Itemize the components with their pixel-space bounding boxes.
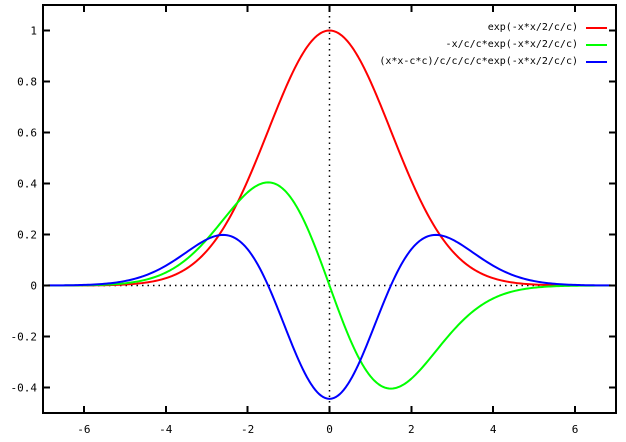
x-tick-label: 4 — [490, 423, 497, 436]
legend-row-first-derivative: -x/c/c*exp(-x*x/2/c/c) — [379, 36, 607, 53]
legend-label-gaussian: exp(-x*x/2/c/c) — [487, 22, 578, 33]
y-tick-label: -0.4 — [11, 382, 38, 395]
x-tick-label: -2 — [241, 423, 254, 436]
y-tick-label: 0.8 — [17, 76, 37, 89]
legend-line-sample-red — [586, 26, 607, 29]
series-line-1 — [42, 181, 617, 390]
series-line-0 — [42, 29, 617, 287]
y-tick-label: 0.6 — [17, 127, 37, 140]
legend-label-second-derivative: (x*x-c*c)/c/c/c/c*exp(-x*x/2/c/c) — [379, 56, 578, 67]
series-line-2 — [42, 233, 617, 400]
tick-labels: -6 -4 -2 0 2 4 6 -0.4 -0.2 0 0.2 0.4 0.6 0.8 1 — [11, 25, 579, 437]
x-tick-label: -6 — [77, 423, 90, 436]
y-tick-label: 0 — [30, 280, 37, 293]
x-tick-label: 2 — [408, 423, 415, 436]
y-tick-label: 0.2 — [17, 229, 37, 242]
x-tick-label: 0 — [326, 423, 333, 436]
legend-row-second-derivative: (x*x-c*c)/c/c/c/c*exp(-x*x/2/c/c) — [379, 53, 607, 70]
legend-label-first-derivative: -x/c/c*exp(-x*x/2/c/c) — [445, 39, 578, 50]
legend: exp(-x*x/2/c/c) -x/c/c*exp(-x*x/2/c/c) (… — [379, 19, 607, 70]
legend-line-sample-blue — [586, 60, 607, 63]
series-curves — [42, 29, 617, 400]
y-tick-label: -0.2 — [11, 331, 38, 344]
legend-row-gaussian: exp(-x*x/2/c/c) — [379, 19, 607, 36]
legend-line-sample-green — [586, 43, 607, 46]
x-tick-label: -4 — [159, 423, 173, 436]
y-tick-label: 1 — [30, 25, 37, 38]
y-tick-label: 0.4 — [17, 178, 37, 191]
x-tick-label: 6 — [572, 423, 579, 436]
axis-ticks — [43, 5, 616, 413]
